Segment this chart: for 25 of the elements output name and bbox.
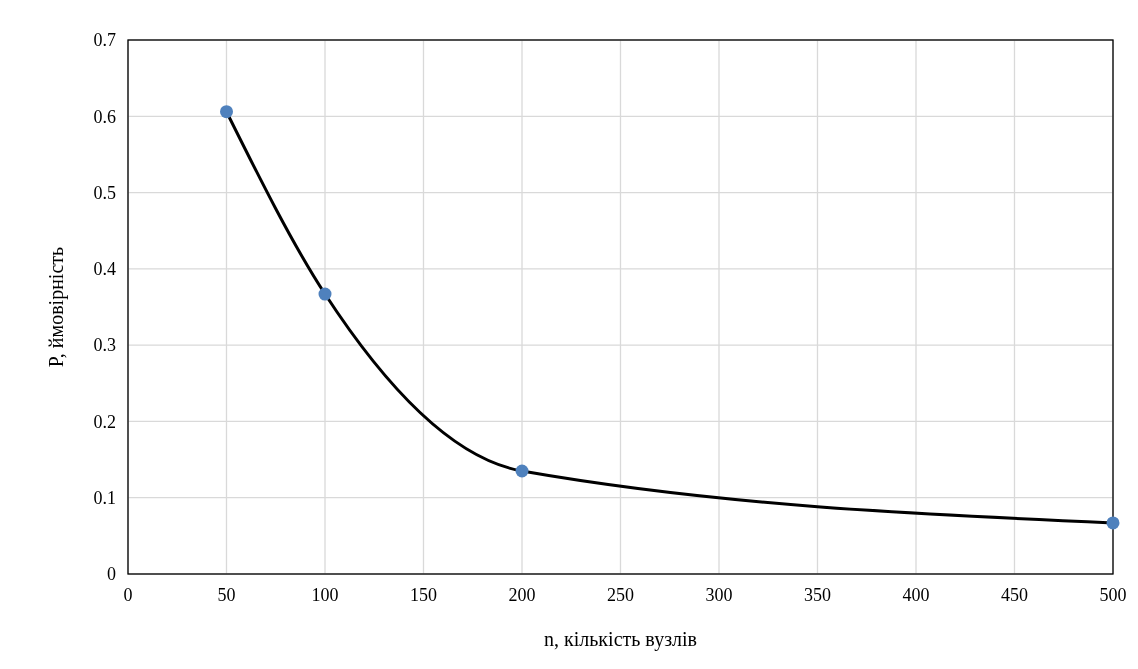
point bbox=[1106, 516, 1120, 530]
x-tick-label: 400 bbox=[902, 585, 930, 605]
y-tick-label: 0.2 bbox=[93, 411, 116, 432]
y-tick-label: 0 bbox=[107, 564, 116, 585]
x-tick-label: 450 bbox=[1001, 585, 1028, 605]
x-tick-label: 100 bbox=[311, 585, 339, 605]
y-tick-label: 0.6 bbox=[93, 106, 116, 127]
y-tick-label: 0.7 bbox=[93, 30, 116, 51]
x-tick-label: 50 bbox=[217, 585, 236, 605]
x-tick-label: 200 bbox=[508, 585, 536, 605]
point bbox=[515, 464, 529, 478]
point bbox=[220, 105, 233, 119]
y-tick-label: 0.5 bbox=[93, 182, 116, 203]
x-tick-label: 250 bbox=[607, 585, 634, 605]
x-tick-label: 300 bbox=[705, 585, 733, 605]
y-tick-label: 0.4 bbox=[93, 259, 116, 280]
x-tick-label: 350 bbox=[804, 585, 831, 605]
point bbox=[318, 287, 332, 301]
x-tick-label: 150 bbox=[410, 585, 437, 605]
x-tick-label: 0 bbox=[123, 585, 133, 605]
y-axis-title: P, ймовірність bbox=[45, 246, 68, 368]
x-tick-label: 500 bbox=[1099, 585, 1127, 605]
y-tick-label: 0.1 bbox=[93, 488, 116, 509]
y-tick-label: 0.3 bbox=[93, 335, 116, 356]
x-axis-title: n, кількість вузлів bbox=[543, 628, 698, 651]
